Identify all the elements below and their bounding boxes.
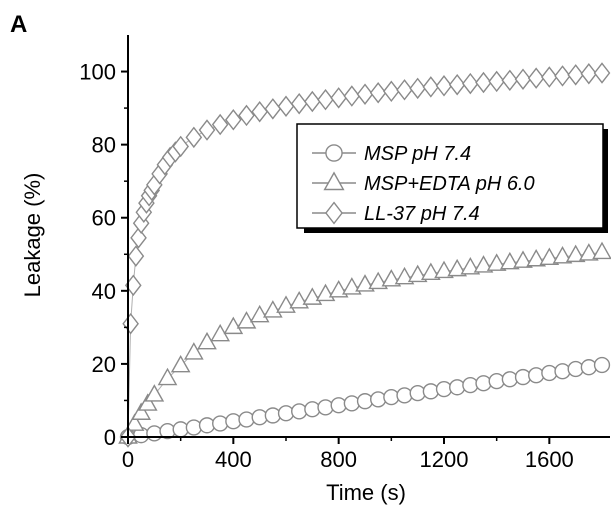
data-point-circle — [542, 366, 557, 381]
x-tick-label: 1600 — [525, 447, 574, 472]
data-point-circle — [344, 396, 359, 411]
data-point-circle — [463, 378, 478, 393]
legend: MSP pH 7.4 MSP+EDTA pH 6.0 LL-37 pH 7.4 — [297, 124, 608, 233]
data-point-diamond — [371, 83, 386, 102]
data-point-circle — [581, 360, 596, 375]
data-point-circle — [476, 376, 491, 391]
data-point-circle — [516, 370, 531, 385]
legend-marker-circle — [326, 145, 342, 161]
data-point-diamond — [226, 110, 241, 129]
legend-label: MSP+EDTA pH 6.0 — [364, 173, 535, 195]
data-point-circle — [239, 412, 254, 427]
data-point-diamond — [318, 90, 333, 109]
data-point-diamond — [131, 228, 146, 247]
data-point-diamond — [292, 94, 307, 113]
data-point-circle — [555, 364, 570, 379]
data-point-circle — [410, 386, 425, 401]
y-tick-label: 60 — [92, 206, 116, 231]
x-axis-ticks: 0 400 800 1200 1600 — [122, 437, 574, 472]
data-point-circle — [371, 392, 386, 407]
data-point-diamond — [437, 76, 452, 95]
x-axis-title: Time (s) — [326, 480, 406, 505]
y-axis-ticks: 0 20 40 60 80 100 — [79, 60, 128, 450]
data-point-circle — [568, 362, 583, 377]
data-point-diamond — [252, 102, 267, 121]
data-point-circle — [358, 394, 373, 409]
y-tick-label: 100 — [79, 60, 116, 85]
data-point-circle — [173, 422, 188, 437]
data-point-circle — [213, 416, 228, 431]
data-point-circle — [292, 404, 307, 419]
data-point-diamond — [489, 72, 504, 91]
data-point-diamond — [450, 75, 465, 94]
data-point-diamond — [423, 77, 438, 96]
data-point-circle — [147, 426, 162, 441]
data-point-diamond — [265, 99, 280, 118]
data-point-diamond — [213, 115, 228, 134]
y-axis-title: Leakage (%) — [20, 173, 45, 298]
legend-label: MSP pH 7.4 — [364, 143, 471, 165]
y-tick-label: 0 — [104, 425, 116, 450]
series-circle — [121, 358, 610, 445]
data-point-circle — [384, 390, 399, 405]
data-point-diamond — [239, 106, 254, 125]
data-point-circle — [595, 358, 610, 373]
x-tick-label: 0 — [122, 447, 134, 472]
data-point-diamond — [344, 86, 359, 105]
data-point-diamond — [410, 79, 425, 98]
data-point-diamond — [397, 80, 412, 99]
data-point-diamond — [128, 247, 143, 266]
data-point-diamond — [542, 67, 557, 86]
data-point-diamond — [186, 128, 201, 147]
data-point-circle — [331, 398, 346, 413]
data-point-circle — [252, 410, 267, 425]
panel-label: A — [10, 11, 27, 38]
series-triangle — [119, 243, 610, 443]
data-point-diamond — [358, 85, 373, 104]
data-point-diamond — [384, 82, 399, 101]
x-tick-label: 1200 — [420, 447, 469, 472]
data-point-diamond — [463, 74, 478, 93]
data-point-circle — [423, 384, 438, 399]
data-point-circle — [305, 402, 320, 417]
data-point-circle — [226, 414, 241, 429]
data-point-diamond — [476, 73, 491, 92]
data-point-triangle — [593, 243, 610, 258]
data-point-diamond — [123, 314, 138, 333]
data-point-circle — [265, 408, 280, 423]
data-point-diamond — [502, 71, 517, 90]
x-tick-label: 800 — [320, 447, 357, 472]
data-point-diamond — [595, 63, 610, 82]
plot-area — [119, 63, 610, 446]
data-point-circle — [502, 372, 517, 387]
data-point-circle — [200, 418, 215, 433]
data-point-circle — [397, 388, 412, 403]
data-point-circle — [186, 420, 201, 435]
data-point-circle — [437, 382, 452, 397]
data-point-diamond — [529, 69, 544, 88]
y-tick-label: 20 — [92, 352, 116, 377]
data-point-circle — [529, 368, 544, 383]
y-tick-label: 80 — [92, 133, 116, 158]
legend-label: LL-37 pH 7.4 — [364, 203, 480, 225]
data-point-diamond — [555, 66, 570, 85]
data-point-diamond — [581, 64, 596, 83]
data-point-diamond — [568, 65, 583, 84]
data-point-diamond — [305, 92, 320, 111]
data-point-diamond — [200, 120, 215, 139]
data-point-circle — [279, 406, 294, 421]
data-point-circle — [450, 380, 465, 395]
data-point-circle — [318, 400, 333, 415]
y-tick-label: 40 — [92, 279, 116, 304]
x-tick-label: 400 — [215, 447, 252, 472]
data-point-diamond — [331, 88, 346, 107]
data-point-diamond — [516, 70, 531, 89]
data-point-circle — [489, 374, 504, 389]
data-point-diamond — [279, 97, 294, 116]
